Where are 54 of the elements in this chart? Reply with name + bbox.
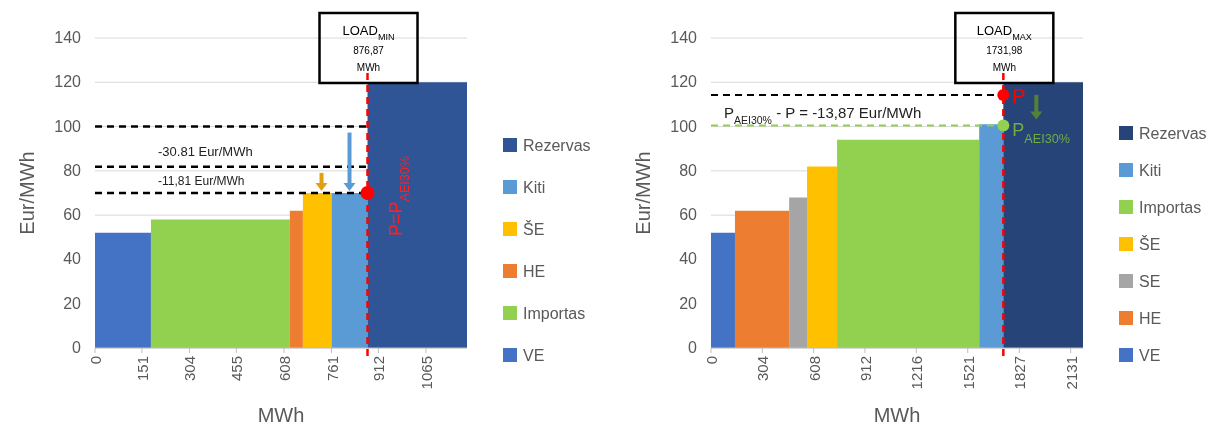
y-tick-label: 80 (679, 161, 698, 179)
annotation: P$_{AEI30%}$ - P = -13,87 Eur/MWh (724, 104, 922, 126)
annotation: -30.81 Eur/MWh (158, 144, 253, 159)
y-tick-label: 40 (63, 250, 82, 268)
y-tick-label: 60 (679, 206, 698, 224)
annotation: LOAD$_{MAX}$ 1731,98 MWh (976, 23, 1032, 73)
x-tick-label: 912 (856, 356, 874, 382)
y-axis-title: Eur/MWh (16, 151, 38, 235)
annotation: -11,81 Eur/MWh (158, 174, 245, 188)
x-tick-label: 0 (87, 356, 104, 365)
x-tick-label: 608 (275, 356, 293, 382)
legend-label: VE (1139, 347, 1161, 364)
x-axis-title: MWh (873, 404, 921, 426)
y-tick-label: 120 (54, 73, 82, 91)
legend-label: Importas (1139, 199, 1202, 216)
legend-label: HE (523, 263, 546, 280)
legend-label: VE (523, 347, 545, 364)
x-tick-label: 2131 (1062, 356, 1080, 390)
legend-label: Importas (523, 305, 586, 322)
annotation: LOAD$_{MIN}$ 876,87 MWh (342, 23, 395, 73)
y-tick-label: 20 (63, 294, 82, 312)
y-tick-label: 140 (670, 29, 698, 46)
x-tick-label: 0 (703, 356, 720, 365)
legend-label: ŠE (523, 220, 545, 238)
x-tick-label: 304 (754, 356, 772, 382)
y-tick-label: 60 (63, 206, 82, 224)
legend-label: ŠE (1139, 235, 1161, 253)
x-tick-label: 761 (323, 356, 341, 382)
y-tick-label: 20 (679, 294, 698, 312)
y-tick-label: 100 (54, 117, 82, 135)
annotation: P (1012, 85, 1026, 107)
x-tick-label: 912 (370, 356, 388, 382)
x-tick-label: 151 (133, 356, 151, 382)
legend-label: Kiti (523, 179, 546, 196)
y-tick-label: 80 (63, 161, 82, 179)
legend-label: Rezervas (523, 137, 591, 154)
x-tick-label: 1065 (417, 356, 435, 390)
y-tick-label: 140 (54, 29, 82, 46)
legend-label: Rezervas (1139, 125, 1207, 142)
x-tick-label: 1216 (908, 356, 926, 390)
legend-label: SE (1139, 273, 1161, 290)
y-tick-label: 100 (670, 117, 698, 135)
y-tick-label: 120 (670, 73, 698, 91)
x-tick-label: 1827 (1011, 356, 1029, 390)
y-tick-label: 40 (679, 250, 698, 268)
annotation: P$_{AEI30%}$ (1012, 120, 1070, 146)
x-axis-title: MWh (257, 404, 305, 426)
legend-label: Kiti (1139, 162, 1162, 179)
x-tick-label: 304 (181, 356, 199, 382)
x-tick-label: 1521 (959, 356, 977, 390)
x-tick-label: 608 (805, 356, 823, 382)
legend-label: HE (1139, 310, 1162, 327)
y-axis-title: Eur/MWh (632, 151, 654, 235)
x-tick-label: 455 (228, 356, 246, 382)
